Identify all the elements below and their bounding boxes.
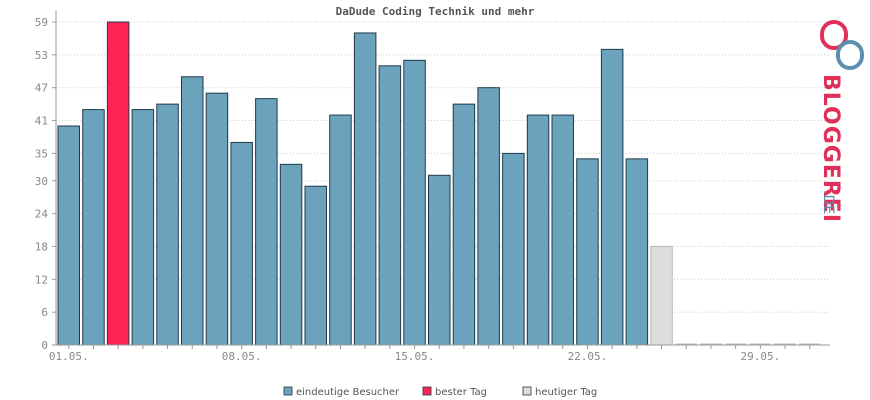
bar-visitors	[551, 114, 574, 346]
bloggerei-quote-icon	[820, 20, 864, 70]
bar-visitors	[156, 103, 179, 346]
legend-label: heutiger Tag	[535, 387, 597, 398]
bar-visitors	[131, 109, 155, 346]
bars	[57, 21, 821, 346]
bar-visitors	[230, 141, 253, 346]
bar-best-day	[106, 21, 130, 346]
bar-visitors	[625, 158, 649, 346]
legend: eindeutige Besucher bester Tag heutiger Ta…	[283, 386, 597, 398]
bar-visitors	[403, 59, 426, 346]
x-tick-label: 22.05.	[568, 350, 608, 363]
bar-visitors	[82, 109, 105, 346]
y-tick-label: 47	[35, 82, 48, 95]
bar-visitors	[279, 163, 303, 346]
bloggerei-logo: BLOGGEREI .DE	[818, 20, 864, 223]
axes: 0 6 12 18 24 30 35 41 47 53 59 01.05. 08.05. 15.05. 22…	[35, 10, 830, 363]
bar-visitors	[181, 76, 204, 346]
x-tick-label: 01.05.	[49, 350, 89, 363]
y-tick-label: 30	[35, 175, 48, 188]
bar-visitors	[576, 158, 599, 346]
bar-visitors	[205, 92, 229, 346]
legend-label: bester Tag	[435, 387, 487, 398]
y-tick-label: 18	[35, 240, 48, 253]
bar-visitors	[378, 65, 402, 346]
bar-visitors	[57, 125, 80, 346]
x-tick-label: 29.05.	[740, 350, 780, 363]
legend-swatch	[522, 386, 532, 396]
x-tick-label: 08.05.	[222, 350, 262, 363]
y-tick-label: 6	[41, 306, 48, 319]
bloggerei-tld: .DE	[820, 190, 836, 214]
y-tick-label: 59	[35, 16, 48, 29]
bar-visitors	[353, 32, 377, 346]
y-tick-label: 12	[35, 273, 48, 286]
legend-label: eindeutige Besucher	[296, 387, 400, 398]
y-tick-label: 53	[35, 49, 48, 62]
x-tick-label: 15.05.	[395, 350, 435, 363]
bar-visitors	[452, 103, 476, 346]
legend-swatch	[422, 386, 432, 396]
bloggerei-wordmark: BLOGGEREI	[818, 74, 843, 223]
y-tick-label: 0	[41, 339, 48, 352]
bar-visitors	[304, 185, 327, 346]
bar-today	[650, 245, 673, 346]
legend-swatch	[283, 386, 293, 396]
bar-visitors	[502, 152, 525, 346]
bar-visitors	[428, 174, 451, 346]
chart-title: DaDude Coding Technik und mehr	[336, 5, 535, 18]
bar-visitors	[526, 114, 550, 346]
y-tick-label: 41	[35, 115, 48, 128]
bar-visitors	[600, 48, 624, 346]
y-tick-label: 24	[35, 208, 49, 221]
y-tick-label: 35	[35, 147, 48, 160]
bar-visitors	[329, 114, 352, 346]
bar-visitors	[477, 87, 500, 346]
bar-visitors	[255, 98, 278, 346]
